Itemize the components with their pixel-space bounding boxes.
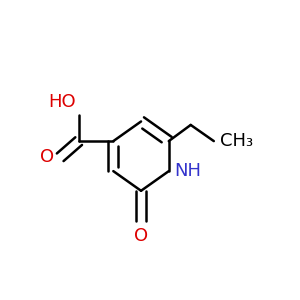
Text: NH: NH — [175, 162, 202, 180]
Text: O: O — [134, 227, 148, 245]
Text: CH₃: CH₃ — [220, 132, 253, 150]
Text: HO: HO — [49, 93, 76, 111]
Text: O: O — [40, 148, 54, 166]
